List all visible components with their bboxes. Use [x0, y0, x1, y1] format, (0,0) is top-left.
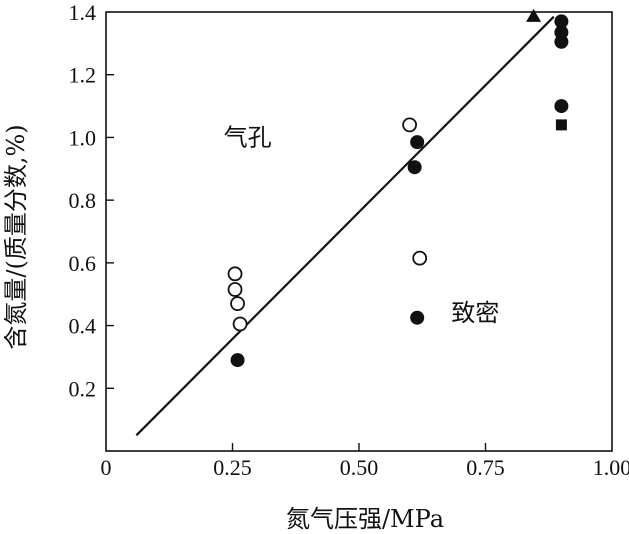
y-tick-label: 1.0	[69, 125, 97, 150]
fit-line-layer	[135, 15, 555, 437]
filled-circle-point	[554, 14, 569, 29]
plot-frame	[105, 11, 613, 452]
y-tick-label: 1.2	[69, 63, 97, 88]
triangle-point	[526, 8, 542, 22]
open-circle-point	[227, 282, 243, 297]
x-tick-label: 0.25	[213, 455, 252, 480]
open-circle-point	[227, 266, 243, 282]
pore-region-label: 气孔	[224, 123, 272, 151]
x-tick-label: 1.00	[593, 455, 629, 480]
filled-circle-point	[554, 99, 569, 114]
y-tick-label: 0.2	[69, 376, 97, 401]
open-circle-point	[402, 117, 418, 133]
y-axis-title: 含氮量/(质量分数,%)	[2, 124, 30, 349]
y-tick-label: 0.8	[69, 188, 97, 213]
open-circle-point	[232, 316, 248, 332]
dense-region-label: 致密	[451, 299, 499, 327]
axes	[105, 11, 613, 452]
x-tick-label: 0	[101, 455, 112, 480]
y-tick-label: 0.4	[69, 314, 97, 339]
tick-labels: 0 0.25 0.50 0.75 1.00 0.2 0.4 0.6 0.8 1.0 1.2 1.4	[69, 0, 629, 480]
data-markers	[227, 8, 569, 368]
y-tick-label: 0.6	[69, 251, 97, 276]
x-axis-title: 氮气压强/MPa	[286, 505, 444, 533]
filled-circle-point	[554, 34, 569, 49]
filled-circle-point	[410, 310, 425, 325]
x-tick-label: 0.75	[466, 455, 505, 480]
tick-marks	[106, 74, 487, 451]
fit-line	[135, 15, 555, 437]
x-tick-label: 0.50	[340, 455, 379, 480]
filled-circle-point	[410, 135, 425, 150]
open-circle-point	[230, 296, 245, 312]
square-point	[555, 119, 567, 131]
filled-circle-point	[407, 160, 422, 175]
open-circle-point	[412, 250, 428, 266]
y-tick-label: 1.4	[69, 0, 97, 25]
filled-circle-point	[230, 353, 245, 368]
